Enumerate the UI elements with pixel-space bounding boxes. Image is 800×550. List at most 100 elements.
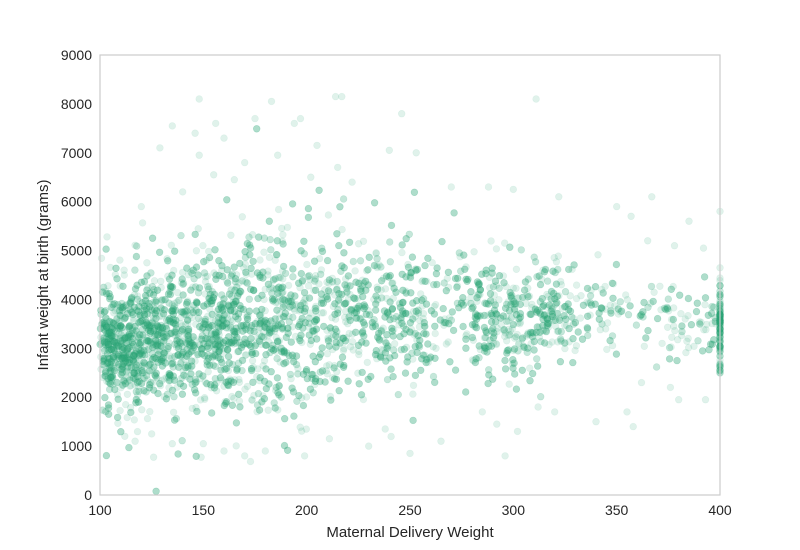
scatter-point (390, 325, 398, 334)
scatter-point (224, 366, 233, 375)
scatter-point (355, 347, 363, 355)
scatter-point (183, 264, 191, 272)
scatter-point (378, 345, 386, 354)
scatter-point (472, 324, 481, 332)
scatter-point (473, 291, 482, 299)
scatter-point (495, 296, 503, 304)
scatter-point (116, 256, 124, 264)
scatter-point (195, 284, 204, 292)
scatter-point (576, 314, 585, 322)
scatter-point (698, 347, 707, 355)
scatter-point (271, 327, 279, 335)
scatter-point (344, 272, 353, 280)
scatter-point (446, 358, 454, 366)
scatter-point (248, 348, 256, 356)
scatter-point (504, 298, 512, 306)
scatter-point (265, 323, 273, 332)
scatter-point (133, 391, 142, 399)
scatter-point (442, 287, 450, 295)
scatter-point (149, 298, 157, 307)
scatter-point (120, 271, 129, 279)
scatter-point (492, 245, 501, 253)
scatter-point (459, 322, 467, 331)
scatter-point (284, 324, 292, 333)
scatter-point (318, 367, 327, 375)
scatter-point (272, 333, 280, 342)
scatter-point (123, 355, 132, 363)
scatter-point (243, 311, 251, 319)
scatter-point (261, 285, 269, 293)
scatter-point (318, 247, 327, 256)
scatter-point (557, 281, 566, 289)
scatter-point (411, 342, 419, 351)
scatter-point (125, 344, 133, 352)
scatter-point (458, 298, 466, 306)
scatter-point (103, 233, 111, 241)
scatter-point (440, 279, 448, 287)
scatter-point (183, 352, 191, 360)
scatter-point (532, 355, 541, 363)
scatter-point (506, 327, 515, 335)
scatter-point (451, 366, 460, 374)
scatter-point (170, 266, 178, 275)
scatter-point (259, 362, 267, 370)
scatter-point (330, 361, 339, 370)
scatter-point (297, 317, 305, 326)
scatter-point (480, 323, 489, 332)
scatter-point (284, 281, 293, 290)
scatter-point (170, 416, 179, 424)
scatter-point (681, 315, 689, 323)
scatter-point (214, 340, 223, 349)
scatter-point (488, 269, 496, 277)
scatter-point (185, 338, 193, 346)
scatter-point (344, 377, 352, 385)
scatter-point (684, 334, 692, 343)
scatter-point (543, 290, 551, 299)
scatter-point (265, 217, 273, 225)
scatter-point (130, 317, 138, 325)
scatter-point (406, 273, 415, 282)
scatter-point (276, 358, 284, 366)
scatter-point (394, 390, 402, 399)
scatter-point (156, 325, 164, 334)
scatter-point (249, 286, 258, 294)
scatter-point (127, 371, 136, 379)
scatter-point (125, 443, 133, 452)
scatter-point (143, 414, 152, 423)
scatter-point (324, 335, 333, 343)
scatter-point (143, 310, 152, 318)
scatter-point (419, 309, 428, 318)
scatter-point (696, 320, 704, 328)
scatter-point (130, 291, 139, 299)
scatter-point (242, 270, 250, 279)
scatter-point (102, 334, 111, 342)
scatter-point (136, 297, 144, 306)
scatter-point (220, 382, 228, 390)
scatter-point (148, 234, 157, 242)
scatter-point (444, 338, 452, 346)
scatter-point (377, 263, 385, 271)
scatter-point (182, 372, 190, 380)
scatter-point (172, 331, 181, 340)
scatter-point (343, 333, 351, 342)
scatter-point (249, 257, 257, 266)
scatter-point (603, 319, 612, 327)
scatter-point (158, 376, 166, 385)
scatter-point (110, 326, 118, 334)
scatter-point (97, 333, 105, 341)
scatter-point (571, 346, 579, 355)
scatter-point (107, 364, 116, 372)
scatter-point (198, 317, 206, 325)
scatter-point (136, 318, 144, 326)
scatter-point (104, 410, 113, 418)
scatter-point (164, 290, 173, 298)
scatter-point (346, 290, 354, 299)
scatter-point (184, 316, 192, 324)
scatter-point (397, 316, 405, 324)
scatter-point (300, 295, 309, 304)
scatter-point (121, 349, 129, 357)
scatter-point (196, 374, 204, 383)
scatter-point (318, 296, 326, 304)
scatter-point (260, 248, 268, 256)
scatter-point (167, 329, 176, 337)
